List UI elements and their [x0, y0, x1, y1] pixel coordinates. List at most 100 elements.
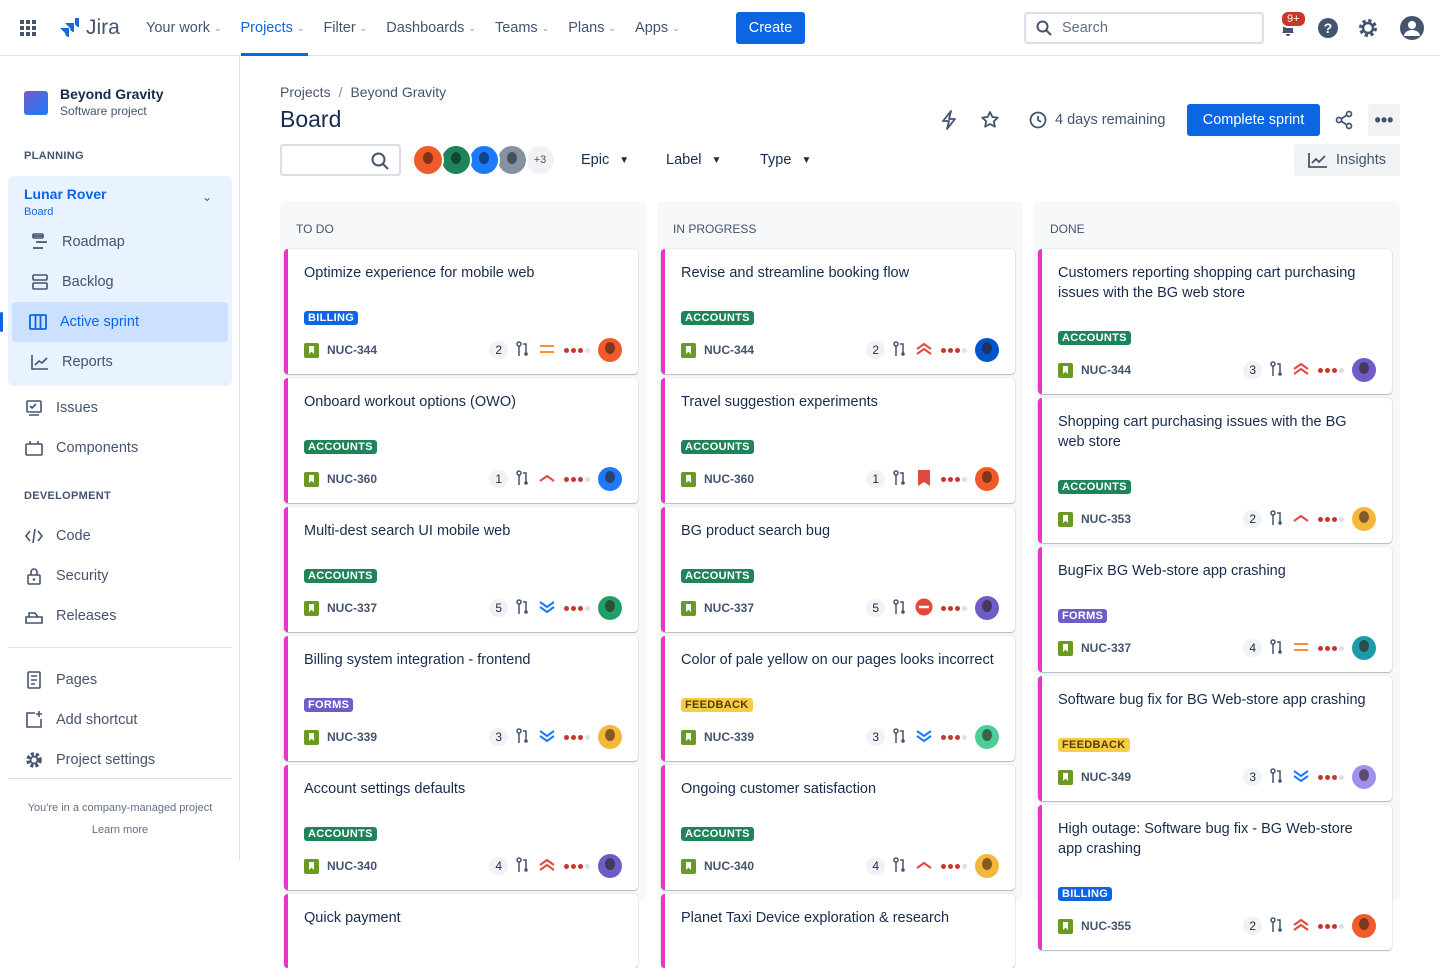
issue-card[interactable]: Customers reporting shopping cart purcha… — [1038, 249, 1392, 394]
nav-item-projects[interactable]: Projects ⌄ — [240, 0, 315, 56]
profile-avatar-icon[interactable] — [1400, 16, 1424, 40]
sidebar-item-reports[interactable]: Reports — [30, 342, 234, 382]
assignee-avatar[interactable] — [598, 467, 622, 491]
issue-card[interactable]: Account settings defaults ACCOUNTS NUC-340… — [284, 765, 638, 890]
assignee-avatar[interactable] — [598, 338, 622, 362]
settings-icon[interactable] — [1356, 16, 1380, 40]
issue-card[interactable]: BG product search bug ACCOUNTS NUC-337 5 — [661, 507, 1015, 632]
issue-footer: NUC-355 2 — [1058, 902, 1376, 950]
nav-item-filter[interactable]: Filter ⌄ — [323, 0, 377, 56]
label-filter[interactable]: Label ▼ — [666, 144, 721, 176]
assignee-avatar[interactable] — [496, 144, 528, 176]
star-icon[interactable] — [980, 104, 1002, 136]
issue-card[interactable]: Quick payment — [284, 894, 638, 968]
sidebar-item-active-sprint[interactable]: Active sprint — [0, 302, 228, 342]
sidebar-item-code[interactable]: Code — [24, 516, 228, 556]
issue-card[interactable]: High outage: Software bug fix - BG Web-s… — [1038, 805, 1392, 950]
issue-card[interactable]: Planet Taxi Device exploration & researc… — [661, 894, 1015, 968]
sidebar-item-pages[interactable]: Pages — [24, 660, 228, 700]
issue-card[interactable]: Color of pale yellow on our pages looks … — [661, 636, 1015, 761]
issue-card[interactable]: Revise and streamline booking flow ACCOUN… — [661, 249, 1015, 374]
sidebar-item-roadmap[interactable]: Roadmap — [30, 222, 234, 262]
help-icon[interactable]: ? — [1316, 16, 1340, 40]
app-switcher-icon[interactable] — [20, 20, 36, 36]
assignee-avatar[interactable] — [975, 854, 999, 878]
assignee-avatar[interactable] — [1352, 765, 1376, 789]
more-assignees-button[interactable]: +3 — [524, 144, 556, 176]
issue-card[interactable]: Billing system integration - frontend FOR… — [284, 636, 638, 761]
assignee-avatar[interactable] — [468, 144, 500, 176]
issue-key[interactable]: NUC-340 — [704, 859, 755, 873]
complete-sprint-button[interactable]: Complete sprint — [1187, 104, 1320, 136]
learn-more-link[interactable]: Learn more — [91, 824, 149, 836]
nav-item-dashboards[interactable]: Dashboards ⌄ — [386, 0, 486, 56]
issue-key[interactable]: NUC-337 — [327, 601, 378, 615]
breadcrumb-project[interactable]: Beyond Gravity — [350, 84, 447, 100]
nav-item-your-work[interactable]: Your work ⌄ — [146, 0, 232, 56]
issue-key[interactable]: NUC-339 — [327, 730, 378, 744]
jira-logo[interactable]: Jira — [60, 16, 120, 40]
issue-card[interactable]: Optimize experience for mobile web BILLIN… — [284, 249, 638, 374]
sidebar-item-components[interactable]: Components — [24, 428, 228, 468]
epic-filter[interactable]: Epic ▼ — [581, 144, 629, 176]
issue-key[interactable]: NUC-355 — [1081, 919, 1132, 933]
assignee-avatar[interactable] — [1352, 507, 1376, 531]
sidebar-item-label: Reports — [62, 354, 113, 370]
assignee-avatar[interactable] — [1352, 636, 1376, 660]
issue-key[interactable]: NUC-344 — [704, 343, 755, 357]
chevron-down-icon[interactable]: ⌄ — [202, 190, 213, 204]
issue-key[interactable]: NUC-360 — [327, 472, 378, 486]
issue-card[interactable]: Software bug fix for BG Web-store app cr… — [1038, 676, 1392, 801]
issue-key[interactable]: NUC-339 — [704, 730, 755, 744]
assignee-avatar[interactable] — [440, 144, 472, 176]
issue-card[interactable]: Onboard workout options (OWO) ACCOUNTS NUC… — [284, 378, 638, 503]
assignee-avatar[interactable] — [1352, 358, 1376, 382]
project-header[interactable]: Beyond Gravity Software project — [24, 86, 163, 120]
divider — [8, 778, 232, 779]
sidebar-item-security[interactable]: Security — [24, 556, 228, 596]
sidebar-item-add-shortcut[interactable]: Add shortcut — [24, 700, 228, 740]
assignee-avatar[interactable] — [598, 725, 622, 749]
board-switcher[interactable]: Lunar Rover Board — [24, 186, 106, 220]
assignee-avatar[interactable] — [598, 854, 622, 878]
automation-icon[interactable] — [940, 104, 962, 136]
issue-card[interactable]: Shopping cart purchasing issues with the… — [1038, 398, 1392, 543]
issue-key[interactable]: NUC-344 — [1081, 363, 1132, 377]
issue-card[interactable]: Ongoing customer satisfaction ACCOUNTS NUC… — [661, 765, 1015, 890]
sidebar-item-backlog[interactable]: Backlog — [30, 262, 234, 302]
issue-key[interactable]: NUC-344 — [327, 343, 378, 357]
search-input[interactable]: Search — [1024, 12, 1264, 44]
breadcrumb-projects[interactable]: Projects — [280, 84, 331, 100]
assignee-avatar[interactable] — [412, 144, 444, 176]
issue-card[interactable]: Multi-dest search UI mobile web ACCOUNTS N… — [284, 507, 638, 632]
sidebar-item-issues[interactable]: Issues — [24, 388, 228, 428]
more-actions-button[interactable]: ••• — [1368, 104, 1400, 136]
share-icon[interactable] — [1334, 104, 1354, 136]
create-button[interactable]: Create — [736, 12, 805, 44]
pull-request-icon — [1270, 638, 1284, 658]
issue-key[interactable]: NUC-337 — [1081, 641, 1132, 655]
nav-item-plans[interactable]: Plans ⌄ — [568, 0, 626, 56]
assignee-avatar[interactable] — [975, 338, 999, 362]
nav-item-apps[interactable]: Apps ⌄ — [635, 0, 690, 56]
assignee-avatar[interactable] — [975, 467, 999, 491]
issue-key[interactable]: NUC-340 — [327, 859, 378, 873]
board-search-input[interactable] — [280, 144, 401, 176]
nav-item-teams[interactable]: Teams ⌄ — [495, 0, 559, 56]
issue-key[interactable]: NUC-360 — [704, 472, 755, 486]
issue-key[interactable]: NUC-349 — [1081, 770, 1132, 784]
assignee-avatar[interactable] — [598, 596, 622, 620]
type-filter[interactable]: Type ▼ — [760, 144, 811, 176]
issue-card[interactable]: BugFix BG Web-store app crashing FORMS NUC… — [1038, 547, 1392, 672]
sidebar-item-project-settings[interactable]: Project settings — [24, 740, 228, 780]
jira-wordmark: Jira — [86, 16, 120, 39]
divider — [8, 647, 232, 648]
issue-key[interactable]: NUC-337 — [704, 601, 755, 615]
assignee-avatar[interactable] — [975, 725, 999, 749]
insights-button[interactable]: Insights — [1294, 144, 1400, 176]
assignee-avatar[interactable] — [1352, 914, 1376, 938]
assignee-avatar[interactable] — [975, 596, 999, 620]
issue-card[interactable]: Travel suggestion experiments ACCOUNTS NUC… — [661, 378, 1015, 503]
sidebar-item-releases[interactable]: Releases — [24, 596, 228, 636]
issue-key[interactable]: NUC-353 — [1081, 512, 1132, 526]
